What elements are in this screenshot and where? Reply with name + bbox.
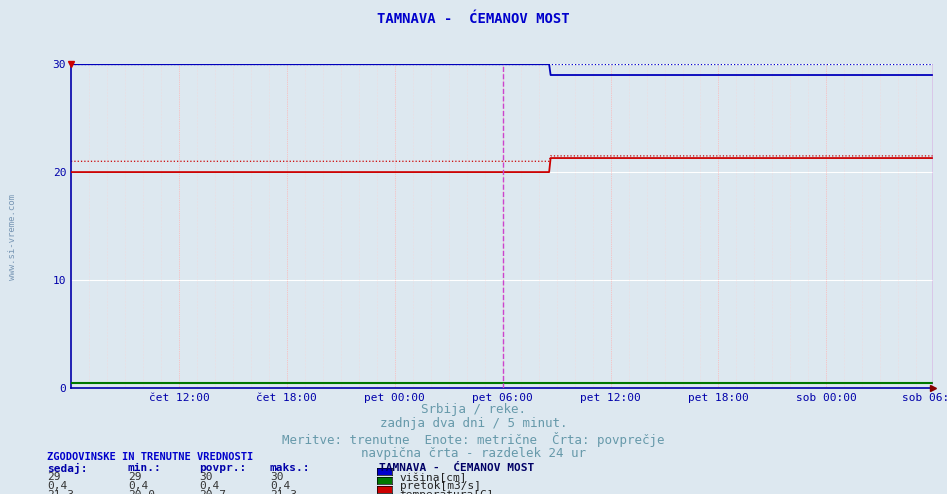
- Text: povpr.:: povpr.:: [199, 463, 246, 473]
- Text: sedaj:: sedaj:: [47, 463, 88, 474]
- Text: TAMNAVA -  ĆEMANOV MOST: TAMNAVA - ĆEMANOV MOST: [379, 463, 534, 473]
- Text: www.si-vreme.com: www.si-vreme.com: [8, 194, 17, 280]
- Text: 29: 29: [128, 472, 141, 482]
- Text: zadnja dva dni / 5 minut.: zadnja dva dni / 5 minut.: [380, 417, 567, 430]
- Text: temperatura[C]: temperatura[C]: [400, 490, 494, 494]
- Text: 0,4: 0,4: [128, 481, 148, 491]
- Text: min.:: min.:: [128, 463, 162, 473]
- Text: višina[cm]: višina[cm]: [400, 472, 467, 483]
- Text: 0,4: 0,4: [270, 481, 290, 491]
- Text: 30: 30: [199, 472, 212, 482]
- Text: 20,0: 20,0: [128, 490, 155, 494]
- Text: pretok[m3/s]: pretok[m3/s]: [400, 481, 481, 491]
- Text: 21,3: 21,3: [47, 490, 75, 494]
- Text: TAMNAVA -  ĆEMANOV MOST: TAMNAVA - ĆEMANOV MOST: [377, 12, 570, 26]
- Text: Srbija / reke.: Srbija / reke.: [421, 403, 526, 415]
- Text: 20,7: 20,7: [199, 490, 226, 494]
- Text: maks.:: maks.:: [270, 463, 311, 473]
- Text: Meritve: trenutne  Enote: metrične  Črta: povprečje: Meritve: trenutne Enote: metrične Črta: …: [282, 432, 665, 447]
- Text: ZGODOVINSKE IN TRENUTNE VREDNOSTI: ZGODOVINSKE IN TRENUTNE VREDNOSTI: [47, 452, 254, 462]
- Text: 29: 29: [47, 472, 61, 482]
- Text: 0,4: 0,4: [47, 481, 67, 491]
- Text: 30: 30: [270, 472, 283, 482]
- Text: 21,3: 21,3: [270, 490, 297, 494]
- Text: navpična črta - razdelek 24 ur: navpična črta - razdelek 24 ur: [361, 447, 586, 460]
- Text: 0,4: 0,4: [199, 481, 219, 491]
